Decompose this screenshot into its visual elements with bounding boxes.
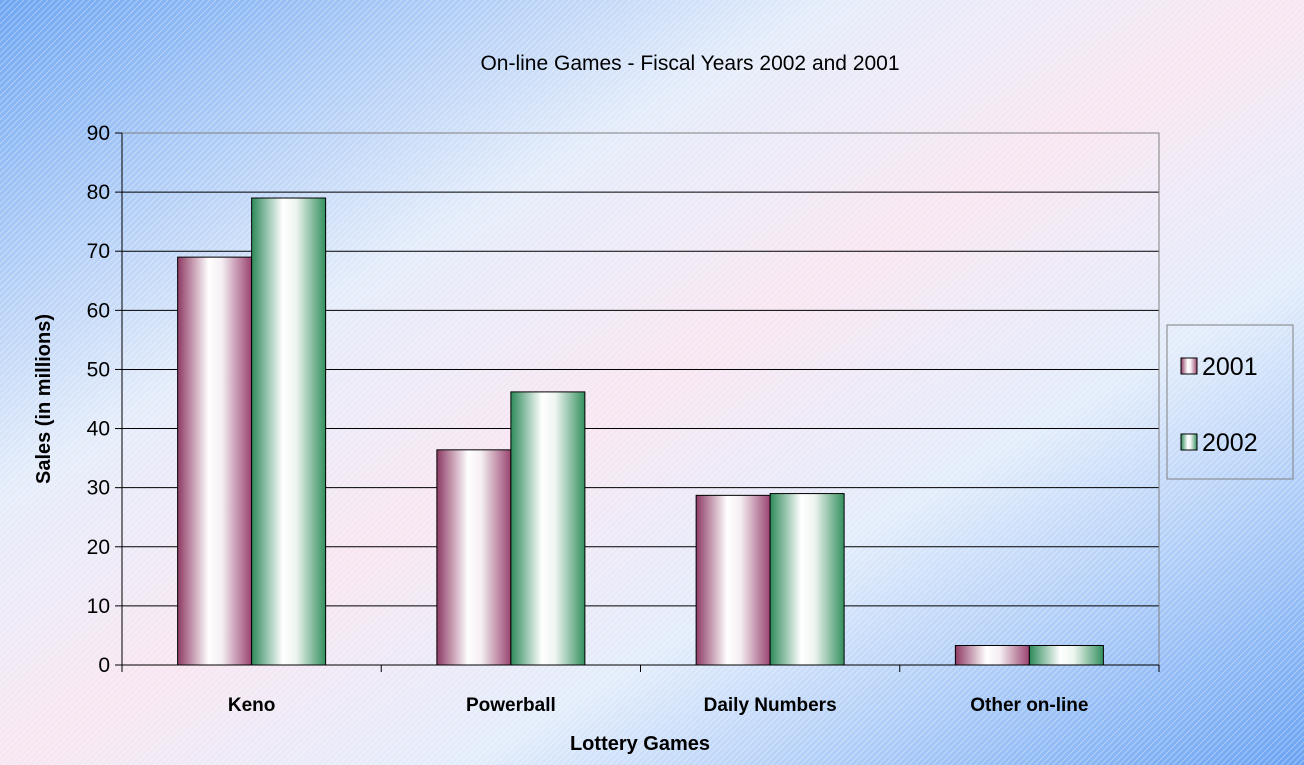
- x-tick-label: Keno: [228, 695, 276, 716]
- x-axis-title: Lottery Games: [570, 733, 710, 755]
- y-tick-label: 10: [87, 595, 110, 618]
- chart-title: On-line Games - Fiscal Years 2002 and 20…: [480, 52, 899, 75]
- bar-2001-powerball: [436, 449, 512, 666]
- bar-2002-other-on-line: [1028, 644, 1104, 666]
- legend-label-2001: 2001: [1202, 353, 1258, 381]
- y-tick-label: 0: [98, 654, 110, 677]
- x-axis: Keno Powerball Daily Numbers Other on-line: [121, 664, 1160, 716]
- x-tick-label: Other on-line: [970, 695, 1088, 716]
- y-tick-label: 40: [87, 418, 110, 441]
- y-axis: 0 10 20 30 40 50 60 70 80 90: [87, 122, 123, 677]
- y-tick-label: 70: [87, 240, 110, 263]
- y-tick-label: 20: [87, 536, 110, 559]
- legend-swatch-2001: [1180, 357, 1198, 375]
- bar-2001-daily-numbers: [695, 494, 771, 666]
- y-tick-label: 50: [87, 358, 110, 381]
- bar-2001-other-on-line: [954, 644, 1030, 666]
- bar-2001-keno: [177, 256, 253, 666]
- x-tick-label: Powerball: [466, 695, 556, 716]
- y-tick-label: 60: [87, 299, 110, 322]
- legend-swatch-2002: [1180, 433, 1198, 451]
- bar-2002-keno: [251, 197, 327, 666]
- y-tick-label: 90: [87, 122, 110, 145]
- y-axis-title: Sales (in millions): [33, 314, 55, 484]
- legend-frame: [1166, 324, 1294, 480]
- y-tick-label: 80: [87, 181, 110, 204]
- bar-2002-powerball: [510, 391, 586, 666]
- x-tick-label: Daily Numbers: [704, 695, 837, 716]
- bar-2002-daily-numbers: [769, 493, 845, 666]
- y-tick-label: 30: [87, 477, 110, 500]
- legend-label-2002: 2002: [1202, 429, 1258, 457]
- legend: 2001 2002: [1166, 324, 1294, 480]
- bars: [177, 197, 1104, 666]
